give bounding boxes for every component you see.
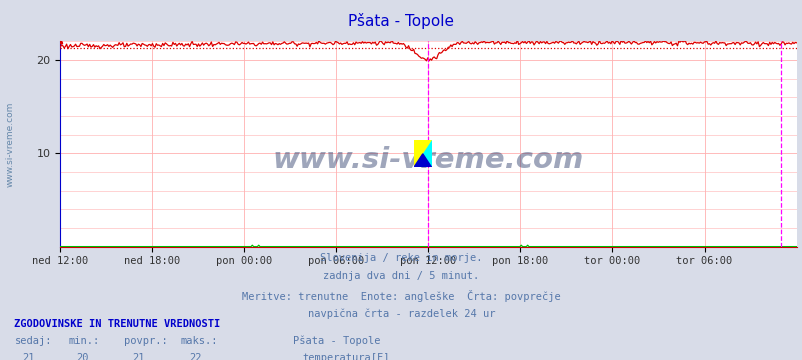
Text: zadnja dva dni / 5 minut.: zadnja dva dni / 5 minut. <box>323 271 479 282</box>
Text: 21: 21 <box>132 353 145 360</box>
Text: www.si-vreme.com: www.si-vreme.com <box>5 101 14 187</box>
Text: Pšata - Topole: Pšata - Topole <box>348 13 454 28</box>
Text: Meritve: trenutne  Enote: angleške  Črta: povprečje: Meritve: trenutne Enote: angleške Črta: … <box>242 290 560 302</box>
Text: min.:: min.: <box>68 336 99 346</box>
Text: ZGODOVINSKE IN TRENUTNE VREDNOSTI: ZGODOVINSKE IN TRENUTNE VREDNOSTI <box>14 319 221 329</box>
Text: navpična črta - razdelek 24 ur: navpična črta - razdelek 24 ur <box>307 309 495 319</box>
Text: povpr.:: povpr.: <box>124 336 168 346</box>
Text: Pšata - Topole: Pšata - Topole <box>293 336 380 346</box>
Text: 21: 21 <box>22 353 35 360</box>
Text: www.si-vreme.com: www.si-vreme.com <box>273 147 583 174</box>
Polygon shape <box>414 154 431 167</box>
Text: temperatura[F]: temperatura[F] <box>302 353 390 360</box>
Text: Slovenija / reke in morje.: Slovenija / reke in morje. <box>320 253 482 263</box>
Polygon shape <box>414 140 431 167</box>
Text: sedaj:: sedaj: <box>14 336 52 346</box>
Polygon shape <box>414 140 431 167</box>
Text: 20: 20 <box>76 353 89 360</box>
Text: maks.:: maks.: <box>180 336 218 346</box>
Text: 22: 22 <box>188 353 201 360</box>
